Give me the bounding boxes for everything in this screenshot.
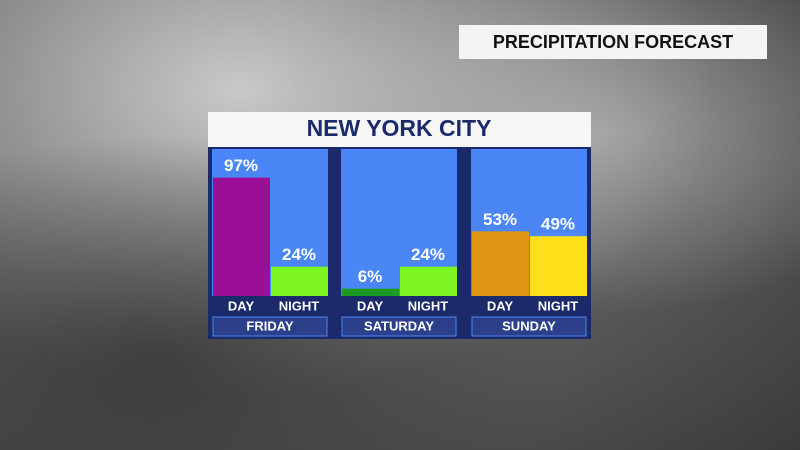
bar xyxy=(271,266,328,296)
chart-title: NEW YORK CITY xyxy=(307,115,492,141)
group-label: SATURDAY xyxy=(364,318,434,333)
group-row xyxy=(212,316,328,337)
category-label: NIGHT xyxy=(538,298,579,313)
category-label: DAY xyxy=(357,298,384,313)
bar xyxy=(472,231,529,296)
header-box xyxy=(459,25,767,59)
header-title: PRECIPITATION FORECAST xyxy=(493,32,733,52)
group-row xyxy=(341,316,457,337)
group-row xyxy=(471,316,587,337)
category-label: NIGHT xyxy=(408,298,449,313)
title-box xyxy=(208,112,591,147)
category-label: DAY xyxy=(228,298,255,313)
value-label: 24% xyxy=(282,245,316,264)
category-row xyxy=(212,296,328,316)
value-label: 24% xyxy=(411,245,445,264)
value-label: 49% xyxy=(541,215,575,234)
category-label: NIGHT xyxy=(279,298,320,313)
value-label: 6% xyxy=(358,267,383,286)
value-label: 53% xyxy=(483,210,517,229)
category-row xyxy=(471,296,587,316)
group-label: SUNDAY xyxy=(502,318,556,333)
panels: FRIDAY 97% DAY 24% NIGHT SATURDAY 6% DAY 24% NIGH… xyxy=(212,149,587,337)
category-row xyxy=(341,296,457,316)
bar xyxy=(213,177,270,296)
group-label: FRIDAY xyxy=(246,318,294,333)
bar xyxy=(400,266,457,296)
bar xyxy=(342,288,399,296)
category-label: DAY xyxy=(487,298,514,313)
value-label: 97% xyxy=(224,156,258,175)
bar xyxy=(530,236,587,296)
